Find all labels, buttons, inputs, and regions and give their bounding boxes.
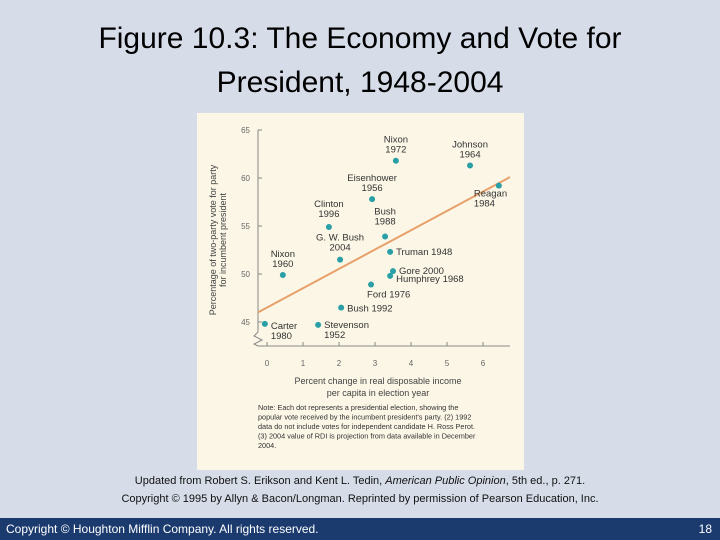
point-label: G. W. Bush [316, 233, 364, 244]
y-tick-label: 65 [241, 126, 250, 135]
point-label: 1984 [474, 199, 495, 210]
caption: Copyright © 1995 by Allyn & Bacon/Longma… [121, 493, 598, 505]
note: Note: Each dot represents a presidential… [258, 403, 458, 412]
figure-panel [197, 113, 524, 470]
point-label: Carter [271, 321, 297, 332]
point-label: 1956 [362, 183, 383, 194]
point-label: 2004 [330, 243, 351, 254]
x-axis-label: Percent change in real disposable income [294, 376, 461, 386]
point-label: Johnson [452, 140, 488, 151]
point-label: Bush 1992 [347, 304, 392, 315]
point-label: Bush [374, 207, 396, 218]
point [338, 304, 345, 311]
axis-break [252, 331, 264, 347]
caption-part: Updated from Robert S. Erikson and Kent … [135, 475, 386, 487]
point [315, 321, 322, 328]
point [387, 272, 394, 279]
point-label: Ford 1976 [367, 290, 410, 301]
point [392, 157, 399, 164]
point [390, 268, 396, 275]
x-axis-label: per capita in election year [327, 388, 430, 398]
y-tick-label: 55 [241, 222, 250, 231]
point [279, 271, 286, 278]
footer-copyright: Copyright © Houghton Mifflin Company. Al… [6, 522, 319, 536]
y-tick-label: 50 [241, 270, 250, 279]
footer-bar [0, 518, 720, 540]
note: (3) 2004 value of RDI is projection from… [258, 432, 476, 441]
slide-title: Figure 10.3: The Economy and Vote for [98, 22, 621, 55]
note: popular vote received by the incumbent p… [258, 413, 471, 422]
caption: Updated from Robert S. Erikson and Kent … [135, 475, 585, 487]
point [382, 233, 389, 240]
x-tick-label: 6 [481, 359, 486, 368]
caption-part: , 5th ed., p. 271. [506, 475, 586, 487]
point-label: 1964 [459, 150, 480, 161]
point-label: 1972 [385, 145, 406, 156]
point [337, 256, 344, 263]
x-tick-label: 0 [265, 359, 270, 368]
point-label: 1996 [318, 209, 339, 220]
slide-title: President, 1948-2004 [217, 66, 504, 99]
point-label: Stevenson [324, 320, 369, 331]
y-axis-label: Percentage of two-party vote for party [208, 164, 218, 315]
point [261, 320, 268, 327]
point [387, 248, 394, 255]
point-label: Eisenhower [347, 173, 397, 184]
x-tick-label: 1 [301, 359, 306, 368]
trend-line [257, 176, 511, 314]
point-label: 1952 [324, 330, 345, 341]
point-label: Reagan [474, 189, 507, 200]
point-label: Clinton [314, 199, 344, 210]
y-tick-label: 45 [241, 318, 250, 327]
point-label: 1980 [271, 331, 292, 342]
point [467, 162, 474, 169]
point [495, 182, 502, 189]
point [325, 223, 332, 230]
point-label: Nixon [271, 249, 295, 260]
y-axis-label: for incumbent president [218, 192, 228, 287]
point [369, 196, 376, 203]
point-label: Truman 1948 [396, 247, 452, 258]
point-label: Gore 2000 [399, 266, 444, 277]
note: 2004. [258, 441, 276, 450]
y-tick-label: 60 [241, 174, 250, 183]
page-number: 18 [699, 522, 713, 536]
point-label: Humphrey 1968 [396, 274, 464, 285]
point-label: 1960 [272, 259, 293, 270]
x-tick-label: 5 [445, 359, 450, 368]
point-label: 1988 [375, 217, 396, 228]
point [368, 281, 375, 288]
x-tick-label: 3 [373, 359, 378, 368]
point-label: Nixon [384, 135, 408, 146]
x-tick-label: 2 [337, 359, 342, 368]
caption-part: American Public Opinion [384, 475, 505, 487]
x-tick-label: 4 [409, 359, 414, 368]
note: data do not include votes for independen… [258, 422, 475, 431]
